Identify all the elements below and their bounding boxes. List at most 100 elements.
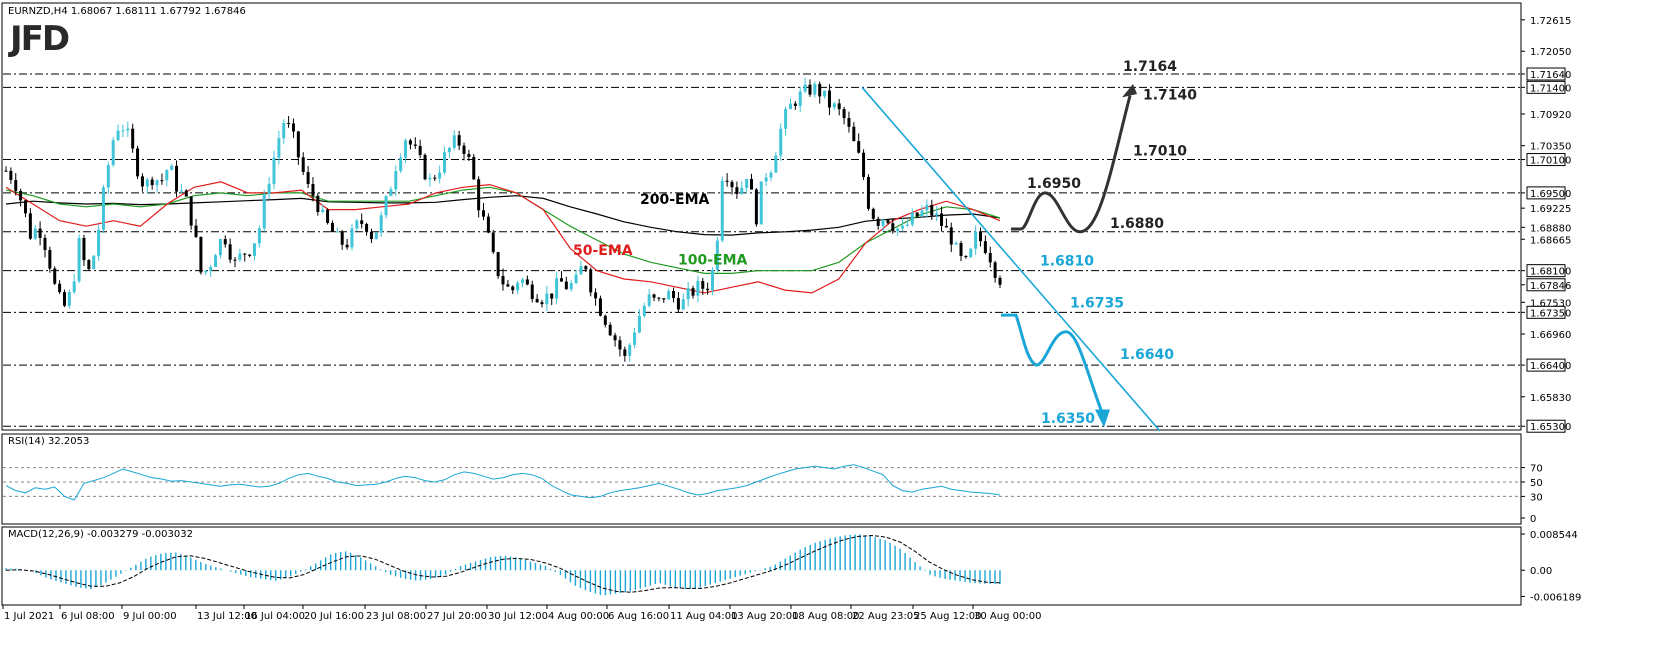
candle-body [248,254,252,256]
ema-200-line [5,195,1001,236]
time-tick-label: 6 Aug 16:00 [608,611,669,622]
candle-body [983,241,987,254]
time-tick-label: 22 Aug 23:05 [852,611,919,622]
candle-body [257,228,261,244]
candle-body [296,131,300,158]
candle-body [121,130,125,132]
price-tick-label: 1.67846 [1530,281,1571,292]
bearish-arrow-head [1095,409,1110,428]
candle-body [345,244,349,248]
jfd-logo: JFD [8,19,69,59]
price-tick-label: 1.68665 [1530,235,1571,246]
candle-body [62,292,66,306]
time-tick-label: 11 Aug 04:00 [670,611,737,622]
macd-panel[interactable]: MACD(12,26,9) -0.003279 -0.003032 [1,526,1522,606]
candle-body [67,292,71,306]
candle-body [715,240,719,270]
price-tick-label: 1.72050 [1530,47,1571,58]
candle-body [394,170,398,190]
candle-body [38,228,42,238]
candle-body [769,172,773,178]
candle-body [827,90,831,108]
candle-body [759,181,763,225]
candle-body [871,208,875,219]
candle-body [316,195,320,213]
candle-body [813,83,817,95]
candle-body [369,231,373,240]
projection-overlay: 1.7164 1.7140 1.7010 1.6950 1.6880 1.6810 1.67… [573,59,1197,432]
time-axis: 1 Jul 2021 6 Jul 08:00 9 Jul 00:00 13 Jul 1… [2,605,1041,622]
candle-body [77,237,81,282]
macd-histogram [5,534,1001,596]
rsi-tick-label: 50 [1530,478,1543,489]
candle-body [681,299,685,310]
candle-body [637,315,641,333]
candle-body [160,180,164,182]
candle-body [808,84,812,95]
candle-body [467,153,471,157]
ema-50-label: 50-EMA [573,243,633,259]
time-tick-label: 16 Jul 04:00 [245,611,305,622]
candle-body [647,294,651,306]
candle-body [253,243,256,256]
candle-body [452,135,456,148]
candle-body [301,157,305,172]
candle-body [19,190,23,201]
candle-body [598,298,602,316]
candle-body [365,223,369,232]
candle-body [901,225,905,229]
candle-body [511,286,515,291]
candle-body [589,269,593,293]
candle-body [209,266,213,271]
candle-body [111,140,115,166]
price-tick-label: 1.67530 [1530,298,1571,309]
candle-body [847,118,851,127]
rsi-panel[interactable]: RSI(14) 32.2053 [1,433,1522,525]
candle-body [472,156,476,180]
time-tick-label: 13 Jul 12:00 [197,611,257,622]
candle-body [97,229,101,256]
candle-body [233,259,237,261]
price-level-box [1526,264,1566,278]
candle-body [374,232,378,240]
macd-signal-polyline [5,534,1001,593]
price-tick-label: 1.69225 [1530,204,1571,215]
level-annotation: 1.6810 [1040,254,1094,270]
level-annotation: 1.6735 [1070,295,1124,311]
rsi-polyline [5,464,1001,501]
candle-body [433,177,437,179]
candle-body [896,228,900,232]
candle-body [413,144,417,146]
candle-body [140,176,144,187]
candle-body [740,187,744,194]
macd-signal-line [5,534,1001,593]
ema-lines [5,181,1001,294]
candle-body [520,279,524,283]
candle-body [750,178,753,190]
price-level-box [1526,67,1566,81]
candle-body [993,262,997,278]
candle-body [954,242,958,245]
candle-body [818,83,822,97]
candle-body [905,224,909,226]
candle-body [155,180,159,186]
candle-body [925,204,929,211]
main-price-panel[interactable]: 1.7164 1.7140 1.7010 1.6950 1.6880 1.6810 1.67… [1,2,1522,432]
candle-body [355,220,359,229]
candle-body [623,349,627,356]
candle-body [540,302,544,305]
candle-body [87,260,91,270]
candle-body [457,135,461,146]
candle-body [633,332,637,345]
candle-body [399,157,403,171]
candle-body [998,277,1002,285]
macd-tick-label: -0.006189 [1530,592,1581,603]
time-tick-label: 23 Jul 08:00 [366,611,426,622]
candle-body [628,344,632,356]
price-tick-label: 1.70100 [1530,156,1571,167]
candle-body [920,210,924,217]
rsi-tick-label: 70 [1530,464,1543,475]
candle-body [832,103,836,108]
candle-body [145,179,149,187]
